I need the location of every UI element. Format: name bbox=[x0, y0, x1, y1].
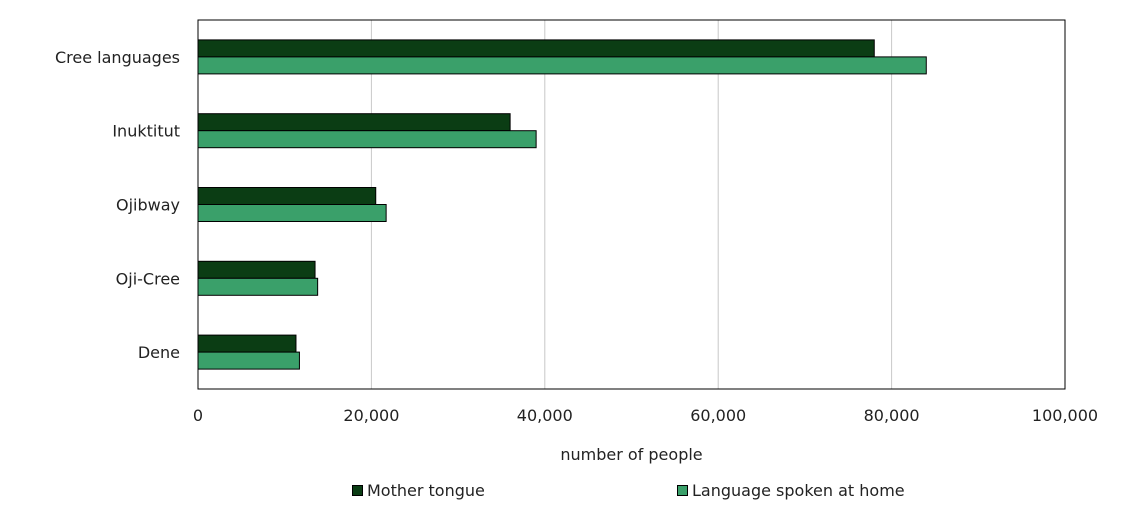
legend-label-mother-tongue: Mother tongue bbox=[367, 480, 485, 500]
y-category-label: Dene bbox=[138, 343, 180, 362]
bar-language-spoken-at-home-ojibway bbox=[197, 204, 387, 222]
x-axis-ticks: 0 20,000 40,000 60,000 80,000 100,000 bbox=[193, 406, 1098, 425]
legend-label-language-spoken-at-home: Language spoken at home bbox=[692, 480, 905, 500]
bar-mother-tongue-oji-cree bbox=[197, 260, 316, 279]
bar-language-spoken-at-home-oji-cree bbox=[197, 277, 319, 296]
legend-swatch-mother-tongue bbox=[352, 484, 363, 496]
legend-item-mother-tongue: Mother tongue bbox=[352, 478, 485, 502]
x-tick-label: 0 bbox=[193, 406, 203, 425]
bar-language-spoken-at-home-cree-languages bbox=[197, 56, 927, 75]
bar-language-spoken-at-home-inuktitut bbox=[197, 130, 537, 149]
y-category-label: Ojibway bbox=[116, 196, 180, 215]
bar-mother-tongue-inuktitut bbox=[197, 113, 511, 132]
x-axis-title: number of people bbox=[560, 445, 702, 464]
x-tick-label: 40,000 bbox=[517, 406, 573, 425]
plot-frame bbox=[197, 19, 1066, 390]
y-axis-categories: Cree languages Inuktitut Ojibway Oji-Cree De… bbox=[55, 48, 180, 362]
bar-mother-tongue-dene bbox=[197, 334, 297, 353]
y-category-label: Inuktitut bbox=[112, 122, 180, 141]
legend-item-language-spoken-at-home: Language spoken at home bbox=[677, 478, 905, 502]
legend: Mother tongue Language spoken at home bbox=[0, 478, 1140, 502]
gridlines bbox=[370, 20, 893, 389]
x-tick-label: 80,000 bbox=[864, 406, 920, 425]
legend-swatch-language-spoken-at-home bbox=[677, 484, 688, 496]
bar-mother-tongue-ojibway bbox=[197, 187, 377, 205]
y-category-label: Oji-Cree bbox=[116, 269, 180, 288]
x-tick-label: 100,000 bbox=[1032, 406, 1098, 425]
bar-mother-tongue-cree-languages bbox=[197, 39, 875, 58]
y-category-label: Cree languages bbox=[55, 48, 180, 67]
bar-language-spoken-at-home-dene bbox=[197, 351, 300, 370]
x-tick-label: 60,000 bbox=[690, 406, 746, 425]
bars bbox=[197, 39, 927, 370]
x-tick-label: 20,000 bbox=[343, 406, 399, 425]
